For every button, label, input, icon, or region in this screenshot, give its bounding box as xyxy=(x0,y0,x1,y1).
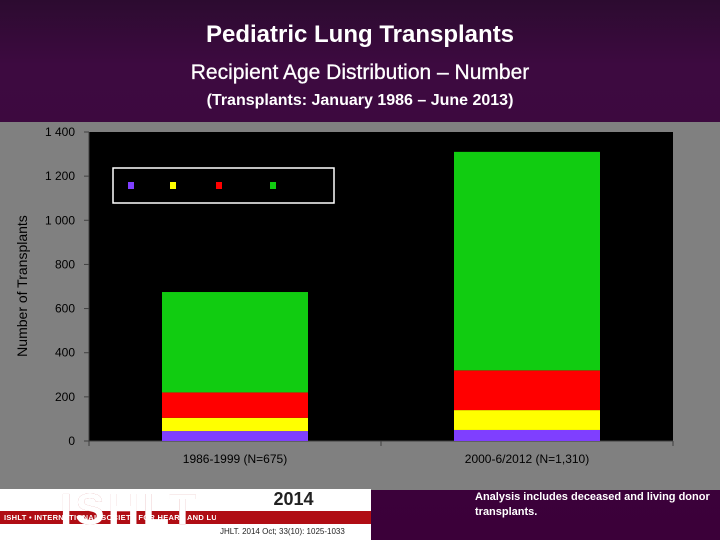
bar-segment xyxy=(454,429,600,441)
legend-box xyxy=(112,167,335,204)
report-badge: 2014 JHLT. 2014 Oct; 33(10): 1025-1033 xyxy=(216,489,371,540)
bars xyxy=(162,151,600,441)
y-tick-label: 800 xyxy=(55,257,75,271)
bar-segment xyxy=(162,431,308,441)
x-tick-label: 2000-6/2012 (N=1,310) xyxy=(465,452,589,466)
report-bar xyxy=(216,511,371,524)
legend-swatch xyxy=(128,182,134,189)
y-tick-label: 0 xyxy=(68,434,75,448)
ishlt-logo: ISHLT ISHLT • INTERNATIONAL SOCIETY FOR … xyxy=(0,485,309,540)
logo-text: ISHLT xyxy=(60,485,199,534)
chart-title: Pediatric Lung Transplants xyxy=(205,21,515,48)
logo-tagline: ISHLT • INTERNATIONAL SOCIETY FOR HEART … xyxy=(4,513,309,522)
legend xyxy=(112,167,335,204)
bar-segment xyxy=(454,370,600,411)
footnote: Analysis includes deceased and living do… xyxy=(475,491,710,518)
x-tick-label: 1986-1999 (N=675) xyxy=(183,452,287,466)
y-tick-label: 400 xyxy=(55,346,75,360)
y-ticks: 0 200 400 600 800 1 000 1 200 1 400 xyxy=(45,125,89,448)
bar-segment xyxy=(162,417,308,432)
logo-bar xyxy=(0,511,216,524)
legend-items xyxy=(128,182,276,189)
legend-swatch xyxy=(170,182,176,189)
y-tick-label: 600 xyxy=(55,302,75,316)
citation: JHLT. 2014 Oct; 33(10): 1025-1033 xyxy=(220,527,345,536)
legend-swatch xyxy=(270,182,276,189)
y-tick-label: 200 xyxy=(55,390,75,404)
bar-segment xyxy=(162,292,308,393)
bar-segment xyxy=(162,392,308,418)
x-ticks: 1986-1999 (N=675) 2000-6/2012 (N=1,310) xyxy=(88,441,674,466)
chart-date-range: (Transplants: January 1986 – June 2013) xyxy=(206,92,514,109)
y-tick-label: 1 200 xyxy=(45,169,75,183)
bar-segment xyxy=(454,410,600,430)
chart-subtitle: Recipient Age Distribution – Number xyxy=(190,61,530,84)
bar-segment xyxy=(454,151,600,371)
y-tick-label: 1 000 xyxy=(45,213,75,227)
y-axis-label: Number of Transplants xyxy=(14,215,30,357)
legend-swatch xyxy=(216,182,222,189)
report-year: 2014 xyxy=(273,489,314,509)
y-tick-label: 1 400 xyxy=(45,125,75,139)
